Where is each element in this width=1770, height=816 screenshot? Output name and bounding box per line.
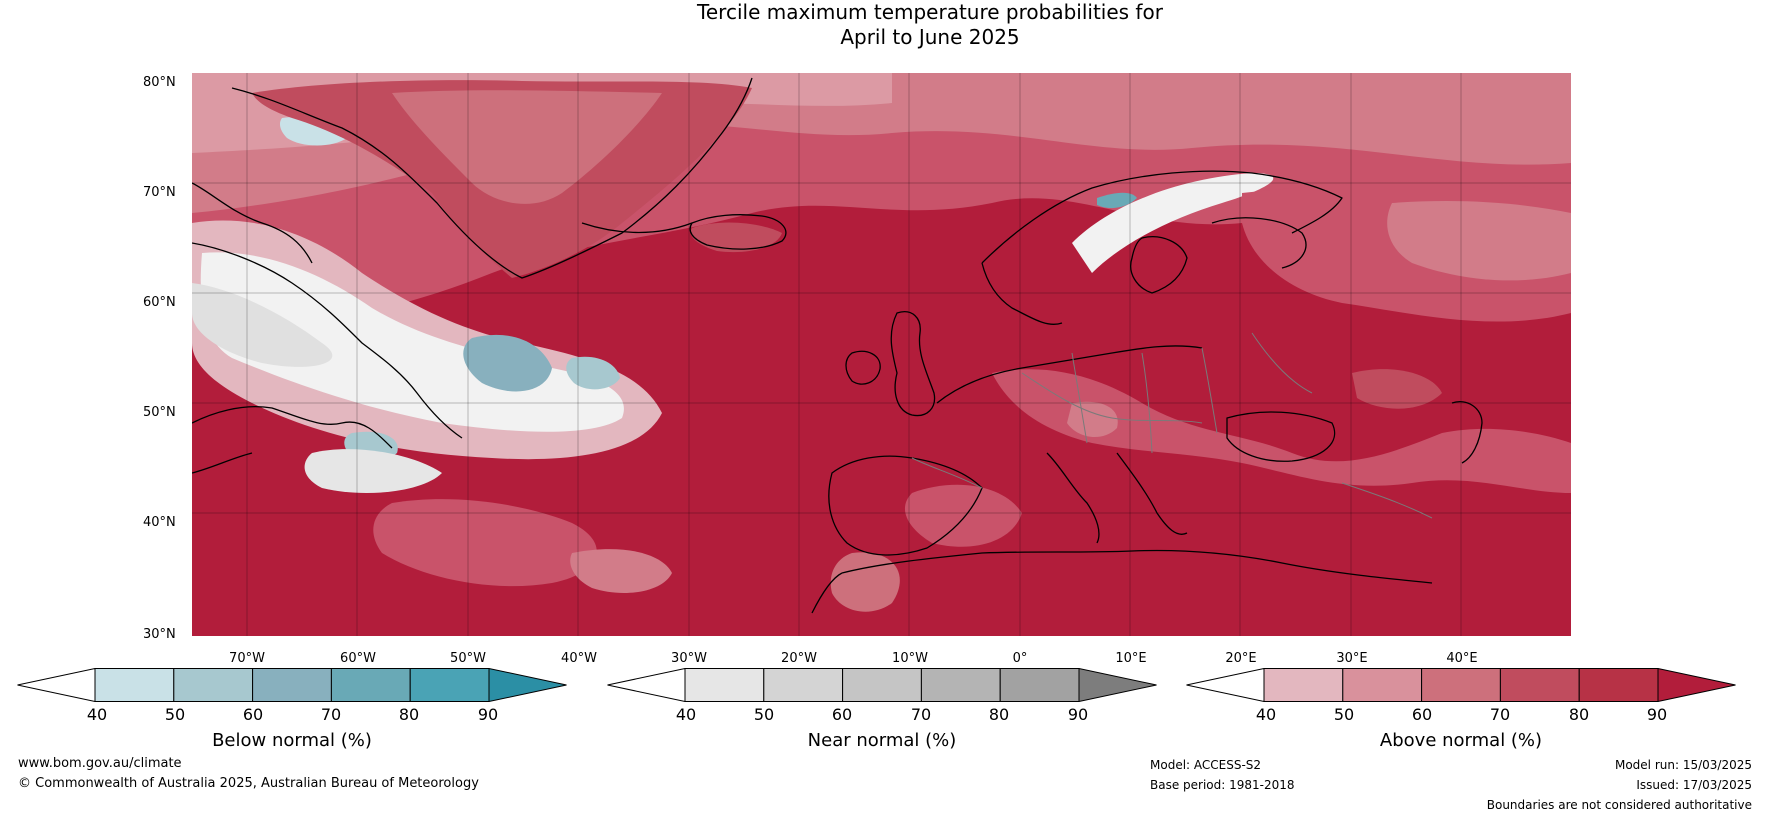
tick-below-80: 80 [398,705,420,724]
tick-above-80: 80 [1568,705,1590,724]
colorbar-near-title: Near normal (%) [807,730,957,751]
lat-label-40n: 40°N [143,515,176,530]
lon-label-20w: 20°W [781,651,817,666]
tick-above-90: 90 [1646,705,1668,724]
tick-near-60: 60 [831,705,853,724]
lon-label-40e: 40°E [1446,651,1478,666]
colorbar-segment [763,668,844,702]
lat-label-60n: 60°N [143,295,176,310]
lat-label-70n: 70°N [143,185,176,200]
lat-label-30n: 30°N [143,627,176,642]
tick-above-50: 50 [1333,705,1355,724]
lon-label-30w: 30°W [671,651,707,666]
colorbar-below-normal [17,668,567,702]
tick-above-40: 40 [1255,705,1277,724]
colorbar-segment [920,668,1001,702]
lon-label-70w: 70°W [229,651,265,666]
colorbar-segment [1499,668,1580,702]
footer-website: www.bom.gov.au/climate [18,756,182,771]
colorbar-extend-low [607,668,686,702]
tick-near-90: 90 [1067,705,1089,724]
colorbar-extend-low [1186,668,1265,702]
colorbar-near-normal [607,668,1157,702]
colorbar-segment [330,668,411,702]
lon-label-20e: 20°E [1225,651,1257,666]
colorbar-segment [1421,668,1501,702]
colorbar-extend-high [1657,668,1736,702]
tick-near-40: 40 [675,705,697,724]
colorbar-segment [684,668,765,702]
tick-near-50: 50 [753,705,775,724]
colorbar-segment [252,668,332,702]
lon-label-50w: 50°W [450,651,486,666]
colorbar-segment [409,668,490,702]
tick-below-90: 90 [477,705,499,724]
lon-label-10e: 10°E [1115,651,1147,666]
map-title: Tercile maximum temperature probabilitie… [0,0,1770,50]
footer-disclaimer: Boundaries are not considered authoritat… [1486,798,1752,812]
colorbar-above-normal [1186,668,1736,702]
footer-model: Model: ACCESS-S2 [1150,758,1262,772]
footer-issued: Issued: 17/03/2025 [1636,778,1752,792]
title-line-1: Tercile maximum temperature probabilitie… [697,0,1163,24]
colorbar-segment [1578,668,1659,702]
footer-base-period: Base period: 1981-2018 [1150,778,1295,792]
tick-above-60: 60 [1411,705,1433,724]
colorbar-extend-high [488,668,567,702]
tick-below-60: 60 [242,705,264,724]
colorbar-extend-low [17,668,96,702]
colorbar-above-title: Above normal (%) [1379,730,1543,751]
lat-label-80n: 80°N [143,75,176,90]
title-line-2: April to June 2025 [840,25,1020,49]
lon-label-0: 0° [1012,651,1028,666]
tick-near-70: 70 [910,705,932,724]
tick-below-70: 70 [320,705,342,724]
colorbar-segment [999,668,1080,702]
tick-below-40: 40 [86,705,108,724]
colorbar-segment [173,668,254,702]
map-canvas [192,73,1571,636]
footer-model-run: Model run: 15/03/2025 [1614,758,1752,772]
tick-above-70: 70 [1489,705,1511,724]
tick-below-50: 50 [164,705,186,724]
lon-label-10w: 10°W [892,651,928,666]
colorbar-segment [1263,668,1344,702]
colorbar-extend-high [1078,668,1157,702]
colorbar-below-title: Below normal (%) [212,730,372,751]
footer-copyright: © Commonwealth of Australia 2025, Austra… [18,776,479,791]
lon-label-30e: 30°E [1336,651,1368,666]
colorbar-segment [842,668,922,702]
lon-label-40w: 40°W [561,651,597,666]
tick-near-80: 80 [988,705,1010,724]
colorbar-segment [94,668,175,702]
probability-map [192,73,1571,636]
lat-label-50n: 50°N [143,405,176,420]
colorbar-segment [1342,668,1423,702]
lon-label-60w: 60°W [340,651,376,666]
